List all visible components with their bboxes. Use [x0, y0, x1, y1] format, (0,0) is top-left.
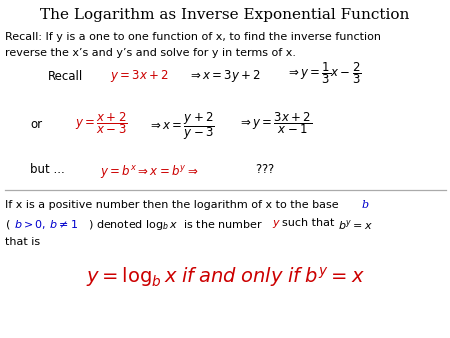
Text: $y = 3x+2$: $y = 3x+2$	[110, 68, 169, 84]
Text: $???$: $???$	[255, 163, 275, 176]
Text: Recall: Recall	[48, 70, 83, 83]
Text: If x is a positive number then the logarithm of x to the base: If x is a positive number then the logar…	[5, 200, 342, 210]
Text: denoted $\log_b x$  is the number: denoted $\log_b x$ is the number	[96, 218, 263, 232]
Text: b: b	[362, 200, 369, 210]
Text: $\Rightarrow y = \dfrac{3x+2}{x-1}$: $\Rightarrow y = \dfrac{3x+2}{x-1}$	[238, 110, 312, 136]
Text: $y = \dfrac{x+2}{x-3}$: $y = \dfrac{x+2}{x-3}$	[75, 110, 127, 136]
Text: but ...: but ...	[30, 163, 65, 176]
Text: $\Rightarrow x = \dfrac{y+2}{y-3}$: $\Rightarrow x = \dfrac{y+2}{y-3}$	[148, 110, 215, 142]
Text: $y$: $y$	[272, 218, 281, 230]
Text: $\Rightarrow x = 3y+2$: $\Rightarrow x = 3y+2$	[188, 68, 261, 84]
Text: $y = \log_b x \; \mathit{if \; and \; only \; if} \; b^y = x$: $y = \log_b x \; \mathit{if \; and \; on…	[86, 265, 365, 289]
Text: $($: $($	[5, 218, 10, 231]
Text: $b>0,\, b\neq 1$: $b>0,\, b\neq 1$	[14, 218, 78, 231]
Text: or: or	[30, 118, 42, 131]
Text: reverse the x’s and y’s and solve for y in terms of x.: reverse the x’s and y’s and solve for y …	[5, 48, 296, 58]
Text: $\Rightarrow y = \dfrac{1}{3}x - \dfrac{2}{3}$: $\Rightarrow y = \dfrac{1}{3}x - \dfrac{…	[286, 60, 362, 86]
Text: $b^y = x$: $b^y = x$	[338, 218, 373, 232]
Text: $y = b^x \Rightarrow x = b^y \Rightarrow$: $y = b^x \Rightarrow x = b^y \Rightarrow…	[100, 163, 198, 180]
Text: $)$: $)$	[88, 218, 94, 231]
Text: such that: such that	[282, 218, 334, 228]
Text: that is: that is	[5, 237, 40, 247]
Text: The Logarithm as Inverse Exponential Function: The Logarithm as Inverse Exponential Fun…	[40, 8, 410, 22]
Text: Recall: If y is a one to one function of x, to find the inverse function: Recall: If y is a one to one function of…	[5, 32, 381, 42]
